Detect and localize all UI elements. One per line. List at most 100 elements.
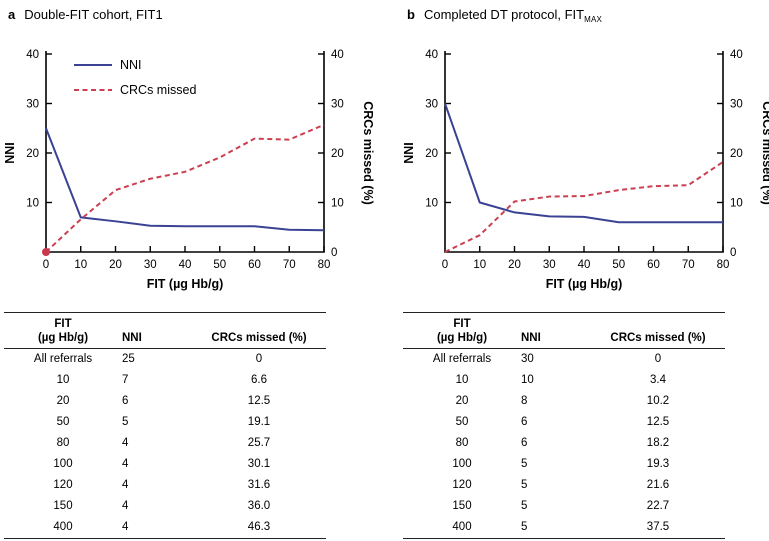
y-tick-label-right: 30 [730, 99, 743, 111]
table-cell: 6 [521, 437, 528, 449]
x-axis-title: FIT (µg Hb/g) [546, 277, 623, 291]
table-cell: 21.6 [646, 479, 670, 491]
y-tick-label-left: 10 [26, 198, 39, 210]
table-header-row: FIT (µg Hb/g) NNI CRCs missed (%) [4, 312, 326, 349]
table-cell: 22.7 [646, 500, 670, 512]
table-b-header: FIT (µg Hb/g) NNI CRCs missed (%) [403, 312, 725, 349]
x-tick-label: 20 [508, 259, 521, 271]
col-header-fit: FIT (µg Hb/g) [403, 312, 521, 349]
x-tick-label: 60 [248, 259, 261, 271]
table-cell: 4 [122, 437, 129, 449]
table-cell: 19.3 [646, 458, 670, 470]
y-tick-label-left: 30 [425, 99, 438, 111]
table-a-body: All referrals 25 0 10 7 6.6 20 6 12.5 50 5 19.1 80 4 2… [4, 349, 326, 539]
table-cell: 20 [56, 395, 70, 407]
chart-a: 0 10 10 20 20 30 30 40 40 0 10 20 30 40 50 60 70 80 FIT (µ… [3, 49, 375, 291]
y-tick-label-left: 20 [26, 148, 39, 160]
y-tick-label-right: 10 [730, 198, 743, 210]
table-cell: 20 [455, 395, 469, 407]
y-tick-label-left: 30 [26, 99, 39, 111]
table-cell: 150 [452, 500, 472, 512]
table-cell: 120 [53, 479, 73, 491]
table-cell: 25 [122, 353, 135, 365]
table-row: 50 5 19.1 [4, 412, 326, 433]
table-cell: 5 [122, 416, 129, 428]
y-axis-title-right: CRCs missed (%) [760, 101, 769, 205]
y-tick-label-right: 30 [331, 99, 344, 111]
table-cell: 50 [56, 416, 70, 428]
table-a: FIT (µg Hb/g) NNI CRCs missed (%) All refer… [4, 312, 326, 539]
table-cell: All referrals [33, 353, 93, 365]
table-cell: 12.5 [247, 395, 271, 407]
x-axis-title: FIT (µg Hb/g) [147, 277, 224, 291]
table-row: 80 6 18.2 [403, 433, 725, 454]
table-cell: 46.3 [247, 521, 271, 533]
chart-b: 0 10 10 20 20 30 30 40 40 0 10 20 30 40 50 60 70 80 FIT (µ… [402, 49, 769, 291]
table-cell: 400 [452, 521, 472, 533]
table-row: 20 6 12.5 [4, 391, 326, 412]
series-line-nni [45, 127, 325, 232]
table-row: 10 10 3.4 [403, 370, 725, 391]
table-cell: 80 [56, 437, 70, 449]
panel-a: a Double-FIT cohort, FIT1 0 10 10 20 20 30 30 40… [0, 0, 385, 539]
table-cell: 50 [455, 416, 469, 428]
y-tick-label-left: 10 [425, 198, 438, 210]
table-cell: 10 [521, 374, 534, 386]
table-cell: 30 [521, 353, 534, 365]
legend-label: NNI [120, 58, 142, 72]
col-header-crcs-missed: CRCs missed (%) [192, 312, 326, 349]
panel-b-letter: b [407, 7, 415, 22]
table-cell: 8 [521, 395, 528, 407]
x-tick-label: 10 [74, 259, 87, 271]
table-a-header: FIT (µg Hb/g) NNI CRCs missed (%) [4, 312, 326, 349]
y-tick-label-left: 20 [425, 148, 438, 160]
table-cell: 400 [53, 521, 73, 533]
table-row: 20 8 10.2 [403, 391, 725, 412]
panel-a-title-text: Double-FIT cohort, FIT1 [24, 7, 163, 22]
x-tick-label: 70 [682, 259, 695, 271]
table-cell: 31.6 [247, 479, 271, 491]
table-b-body: All referrals 30 0 10 10 3.4 20 8 10.2 50 6 12.5 80 6… [403, 349, 725, 539]
x-tick-label: 60 [647, 259, 660, 271]
table-b: FIT (µg Hb/g) NNI CRCs missed (%) All refer… [403, 312, 725, 539]
y-tick-label-right: 10 [331, 198, 344, 210]
table-cell: 4 [122, 458, 129, 470]
table-cell: 7 [122, 374, 129, 386]
table-cell: 150 [53, 500, 73, 512]
col-header-nni: NNI [521, 312, 591, 349]
table-cell: 6 [122, 395, 129, 407]
panel-b-title-subscript: MAX [584, 15, 603, 24]
panel-b: b Completed DT protocol, FITMAX 0 10 10 20 20… [385, 0, 769, 539]
y-axis-title-left: NNI [402, 142, 416, 164]
x-tick-label: 40 [578, 259, 591, 271]
table-cell: 100 [452, 458, 472, 470]
table-cell: 25.7 [247, 437, 271, 449]
table-row: 150 5 22.7 [403, 496, 725, 517]
table-row: All referrals 25 0 [4, 349, 326, 371]
x-tick-label: 0 [43, 259, 49, 271]
x-tick-label: 70 [283, 259, 296, 271]
table-cell: 5 [521, 521, 528, 533]
table-row: 120 5 21.6 [403, 475, 725, 496]
col-header-crcs-missed: CRCs missed (%) [591, 312, 725, 349]
x-tick-label: 40 [179, 259, 192, 271]
y-tick-label-left: 40 [26, 49, 39, 61]
table-row: 100 5 19.3 [403, 454, 725, 475]
y-tick-label-right: 40 [331, 49, 344, 61]
table-cell: 6.6 [251, 374, 267, 386]
y-axis-title-left: NNI [3, 142, 17, 164]
table-cell: 0 [654, 353, 662, 365]
table-cell: All referrals [432, 353, 492, 365]
table-cell: 4 [122, 521, 129, 533]
panel-b-title: b Completed DT protocol, FITMAX [399, 0, 769, 26]
table-cell: 4 [122, 500, 129, 512]
col-header-nni: NNI [122, 312, 192, 349]
table-cell: 100 [53, 458, 73, 470]
x-tick-label: 30 [144, 259, 157, 271]
table-cell: 0 [255, 353, 263, 365]
table-cell: 5 [521, 500, 528, 512]
table-cell: 4 [122, 479, 129, 491]
table-cell: 10 [455, 374, 469, 386]
series-line-crcs-missed [444, 161, 724, 253]
table-row: 400 4 46.3 [4, 517, 326, 539]
